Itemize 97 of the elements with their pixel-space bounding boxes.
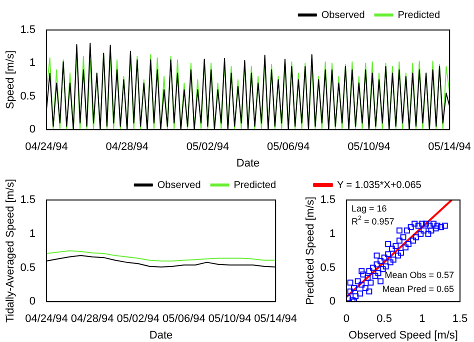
legend-label: Predicted <box>398 10 440 21</box>
point <box>357 290 364 296</box>
y-axis-title: Speed [m/s] <box>4 50 17 110</box>
point <box>354 278 361 284</box>
point <box>380 266 386 272</box>
point <box>438 224 444 230</box>
point <box>396 228 402 234</box>
x-tick-label: 05/06/94 <box>266 141 310 154</box>
x-axis-title: Date <box>236 157 260 170</box>
x-tick-label: 04/24/94 <box>25 141 68 154</box>
point <box>430 220 436 227</box>
point <box>412 220 418 227</box>
y-tick-label: 1 <box>29 57 36 70</box>
y-tick-label: 0 <box>29 296 36 308</box>
legend-label: Observed <box>321 10 365 21</box>
y-axis-title: Tidally-Averaged Speed [m/s] <box>4 178 17 323</box>
x-tick-label: 05/10/94 <box>348 141 390 154</box>
point <box>428 228 434 234</box>
x-tick-label: 0 <box>343 313 350 326</box>
point <box>406 241 412 247</box>
annotation: Mean Pred = 0.65 <box>382 284 454 294</box>
legend-label: Observed <box>157 180 201 191</box>
point <box>394 252 401 259</box>
y-tick-label: 1 <box>29 228 36 240</box>
point <box>426 222 433 229</box>
y-tick-label: 0.5 <box>20 90 36 102</box>
x-tick-label: 05/14/94 <box>254 313 298 326</box>
point <box>358 282 365 288</box>
point <box>404 228 410 234</box>
point <box>420 228 427 234</box>
point <box>398 250 404 256</box>
point <box>364 274 371 281</box>
point <box>347 280 354 286</box>
y-tick-label: 0.5 <box>20 262 36 274</box>
point <box>352 293 359 300</box>
y-axis-title: Predicted Speed [m/s] <box>304 196 317 305</box>
x-tick-label: 05/06/94 <box>162 313 206 326</box>
point <box>402 244 408 250</box>
point <box>385 241 392 247</box>
point <box>434 222 440 229</box>
point <box>381 254 388 261</box>
point <box>360 272 366 278</box>
legend-label: Y = 1.035*X+0.065 <box>337 180 422 191</box>
point <box>432 225 439 232</box>
point <box>347 288 354 294</box>
point <box>425 230 432 237</box>
y-tick-label: 0 <box>29 124 36 136</box>
annotation: Mean Obs = 0.57 <box>384 270 454 280</box>
point <box>418 230 424 237</box>
point <box>378 278 384 284</box>
x-tick-label: 05/14/94 <box>428 141 472 154</box>
x-tick-label: 05/10/94 <box>208 313 252 326</box>
y-tick-label: 0 <box>329 296 336 308</box>
point <box>419 220 426 227</box>
point <box>400 234 406 240</box>
point <box>413 234 420 240</box>
point <box>442 222 448 229</box>
point <box>396 238 402 244</box>
point <box>408 224 414 230</box>
point <box>375 270 382 276</box>
x-tick-label: 05/02/94 <box>116 313 160 326</box>
x-tick-label: 05/02/94 <box>186 141 230 154</box>
x-tick-label: 04/28/94 <box>70 313 114 326</box>
point <box>362 285 368 292</box>
point <box>382 263 389 270</box>
x-tick-label: 0.5 <box>376 313 392 326</box>
point <box>392 243 399 250</box>
point <box>372 272 378 279</box>
point <box>390 256 396 263</box>
point <box>410 238 416 244</box>
point <box>366 268 372 274</box>
x-tick-label: 1 <box>419 313 426 326</box>
y-tick-label: 0.5 <box>320 262 336 274</box>
point <box>368 280 374 286</box>
point <box>387 259 394 266</box>
point <box>358 268 365 274</box>
y-tick-label: 1.5 <box>320 194 336 206</box>
point <box>378 258 384 264</box>
point <box>385 251 392 258</box>
annotation: Lag = 16 <box>351 203 387 214</box>
y-tick-label: 1.5 <box>20 194 36 206</box>
point <box>415 222 422 229</box>
y-tick-label: 1.5 <box>20 24 36 36</box>
point <box>374 252 380 259</box>
legend-label: Predicted <box>234 180 276 191</box>
point <box>351 285 358 292</box>
x-axis-title: Observed Speed [m/s] <box>348 329 458 342</box>
x-tick-label: 1.5 <box>452 313 468 326</box>
x-tick-label: 04/28/94 <box>106 141 149 154</box>
point <box>370 264 376 271</box>
point <box>388 246 395 252</box>
point <box>366 288 372 294</box>
point <box>422 220 429 227</box>
x-axis-title: Date <box>149 329 173 342</box>
x-tick-label: 04/24/94 <box>25 313 68 326</box>
point <box>374 261 380 268</box>
y-tick-label: 1 <box>329 228 336 240</box>
